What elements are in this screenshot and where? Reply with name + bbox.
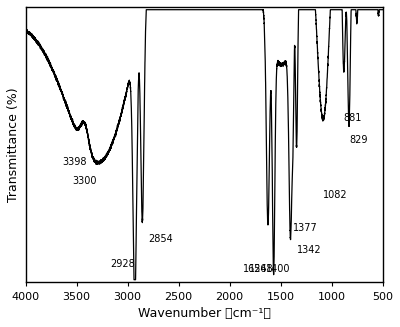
Text: 2928: 2928 (110, 259, 135, 269)
X-axis label: Wavenumber （cm⁻¹）: Wavenumber （cm⁻¹） (138, 307, 270, 320)
Text: 1377: 1377 (293, 223, 318, 233)
Text: 1342: 1342 (297, 245, 321, 255)
Text: 829: 829 (349, 135, 368, 145)
Text: 1082: 1082 (323, 190, 348, 200)
Text: 1400: 1400 (266, 264, 291, 274)
Y-axis label: Transmittance (%): Transmittance (%) (7, 87, 20, 202)
Text: 1624: 1624 (243, 264, 268, 274)
Text: 1568: 1568 (249, 264, 274, 274)
Text: 2854: 2854 (148, 234, 173, 244)
Text: 3398: 3398 (62, 157, 87, 167)
Text: 881: 881 (344, 113, 362, 123)
Text: 3300: 3300 (72, 176, 97, 186)
